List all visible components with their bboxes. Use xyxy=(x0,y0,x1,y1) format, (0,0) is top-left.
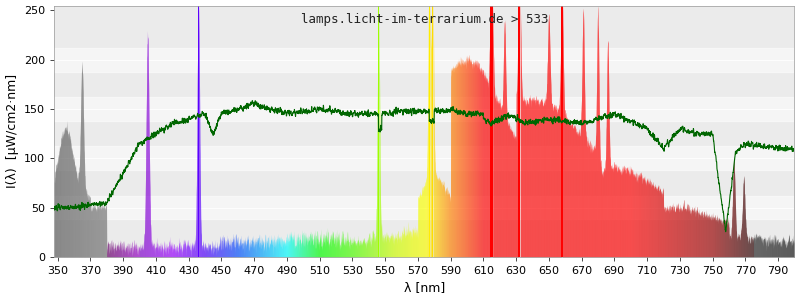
Text: lamps.licht-im-terrarium.de > 533: lamps.licht-im-terrarium.de > 533 xyxy=(301,13,548,26)
Bar xyxy=(54,146,794,170)
Bar xyxy=(54,97,794,121)
Y-axis label: I(λ)  [µW/cm2·nm]: I(λ) [µW/cm2·nm] xyxy=(6,74,18,188)
Bar xyxy=(54,196,794,219)
X-axis label: λ [nm]: λ [nm] xyxy=(404,281,445,294)
Bar xyxy=(54,48,794,72)
